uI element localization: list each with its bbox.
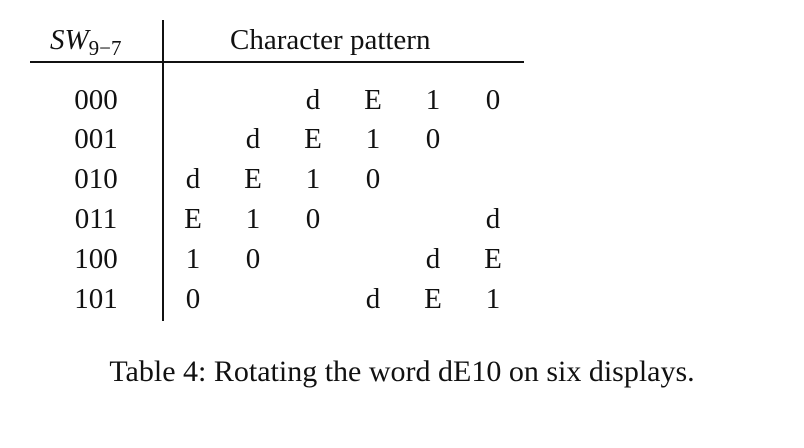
pattern-cell: 0 [485,84,501,116]
pattern-cell: 1 [365,123,381,155]
pattern-cell [353,199,393,239]
pattern-cell [473,119,513,159]
pattern-cell: 0 [185,283,201,315]
pattern-cell: E [184,203,202,235]
row-code: 011 [74,203,118,235]
pattern-cell [173,119,213,159]
pattern-cell: d [185,163,201,195]
pattern-cell: 1 [305,163,321,195]
pattern-cell [233,80,273,120]
row-code: 001 [74,123,118,155]
pattern-cell [293,239,333,279]
pattern-cell: d [425,243,441,275]
header-pattern-label: Character pattern [230,24,431,56]
row-code: 000 [74,84,118,116]
row-code: 101 [74,283,118,315]
header-switch-main: SW [50,24,89,56]
pattern-cell [173,80,213,120]
pattern-cell: 0 [245,243,261,275]
header-rule [30,61,524,63]
row-code: 010 [74,163,118,195]
pattern-cell: 1 [485,283,501,315]
header-switch-subscript: 9−7 [88,36,122,60]
row-code: 100 [74,243,118,275]
pattern-cell [413,199,453,239]
pattern-cell: 0 [365,163,381,195]
table-caption: Table 4: Rotating the word dE10 on six d… [109,355,695,388]
column-divider [162,20,164,321]
pattern-cell: E [484,243,502,275]
pattern-cell: 0 [305,203,321,235]
header-switch-label: SW9−7 [50,20,122,60]
pattern-cell [293,279,333,319]
pattern-cell: 0 [425,123,441,155]
pattern-cell: d [245,123,261,155]
pattern-cell: d [485,203,501,235]
pattern-cell [233,279,273,319]
pattern-cell [353,239,393,279]
pattern-cell: d [365,283,381,315]
pattern-cell: E [244,163,262,195]
pattern-cell [413,159,453,199]
pattern-cell: 1 [425,84,441,116]
pattern-cell: d [305,84,321,116]
pattern-cell: 1 [245,203,261,235]
pattern-cell: E [304,123,322,155]
pattern-cell: E [364,84,382,116]
pattern-cell: E [424,283,442,315]
pattern-cell: 1 [185,243,201,275]
pattern-cell [473,159,513,199]
